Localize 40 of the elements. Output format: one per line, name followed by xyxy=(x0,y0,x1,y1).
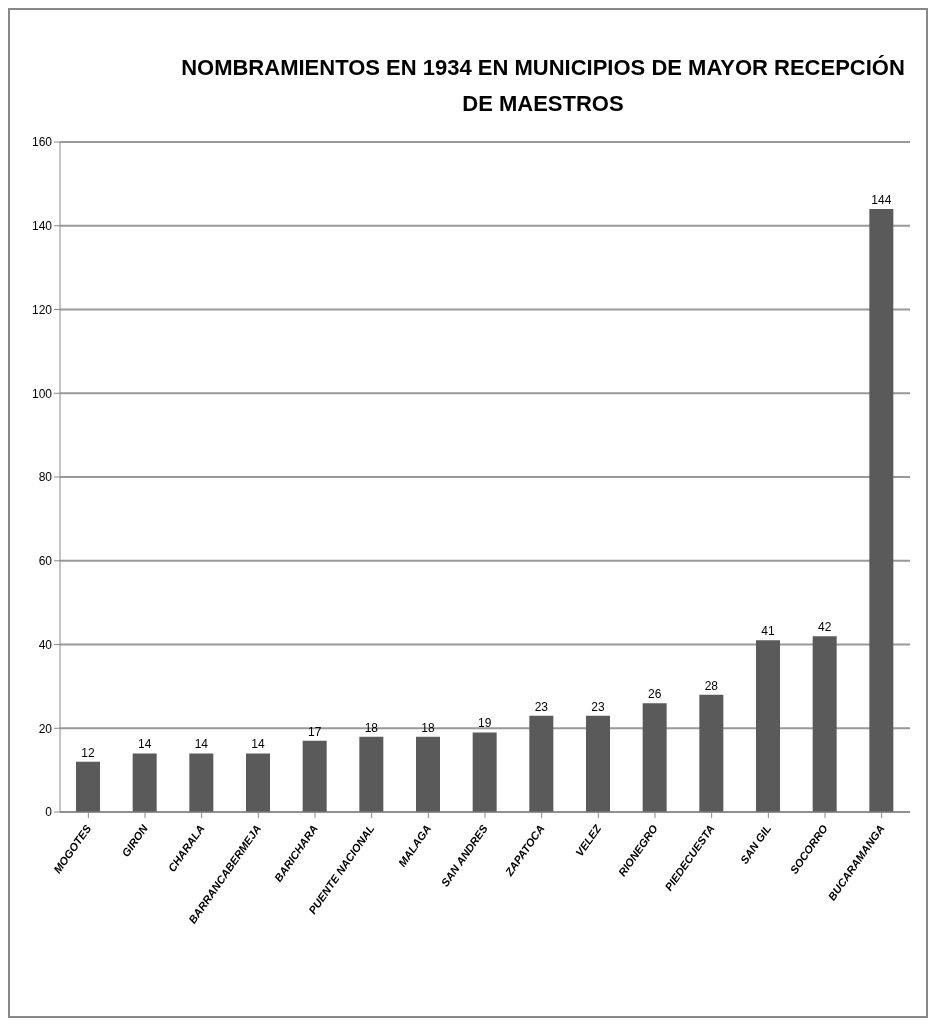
data-label: 23 xyxy=(591,699,605,714)
data-label: 41 xyxy=(761,624,775,639)
bar xyxy=(642,703,667,812)
bar xyxy=(132,753,157,812)
y-tick-label: 20 xyxy=(38,721,53,736)
data-label: 144 xyxy=(871,193,892,207)
y-tick-label: 100 xyxy=(31,386,53,401)
data-label: 26 xyxy=(647,687,662,702)
bar xyxy=(699,694,724,812)
data-label: 14 xyxy=(251,737,265,752)
data-label: 18 xyxy=(364,720,379,735)
data-label: 28 xyxy=(704,678,719,693)
data-label: 17 xyxy=(307,724,322,739)
bar xyxy=(246,753,270,812)
y-tick-label: 80 xyxy=(38,470,53,485)
y-tick-label: 140 xyxy=(31,219,53,234)
chart-title: NOMBRAMIENTOS EN 1934 EN MUNICIPIOS DE MAYOR RECEPCIÓN DE MAESTROS xyxy=(180,54,906,118)
bar xyxy=(869,209,894,812)
y-tick-label: 60 xyxy=(38,554,53,569)
bar xyxy=(302,740,327,812)
bar xyxy=(416,736,440,812)
y-tick-label: 0 xyxy=(45,805,53,820)
data-label: 12 xyxy=(81,745,95,760)
data-label: 14 xyxy=(194,737,209,752)
data-label: 14 xyxy=(137,737,152,752)
bar xyxy=(359,736,384,812)
bar xyxy=(812,636,837,812)
bar xyxy=(189,753,214,812)
bar xyxy=(756,640,780,812)
data-label: 18 xyxy=(421,720,435,735)
bar xyxy=(76,761,100,812)
data-label: 23 xyxy=(534,699,549,714)
bar xyxy=(586,715,610,812)
y-tick-label: 160 xyxy=(31,135,53,150)
data-label: 19 xyxy=(477,716,492,731)
data-label: 42 xyxy=(817,620,832,635)
y-tick-label: 120 xyxy=(31,302,53,317)
y-tick-label: 40 xyxy=(38,637,53,652)
bar xyxy=(529,715,554,812)
bar xyxy=(472,732,497,812)
